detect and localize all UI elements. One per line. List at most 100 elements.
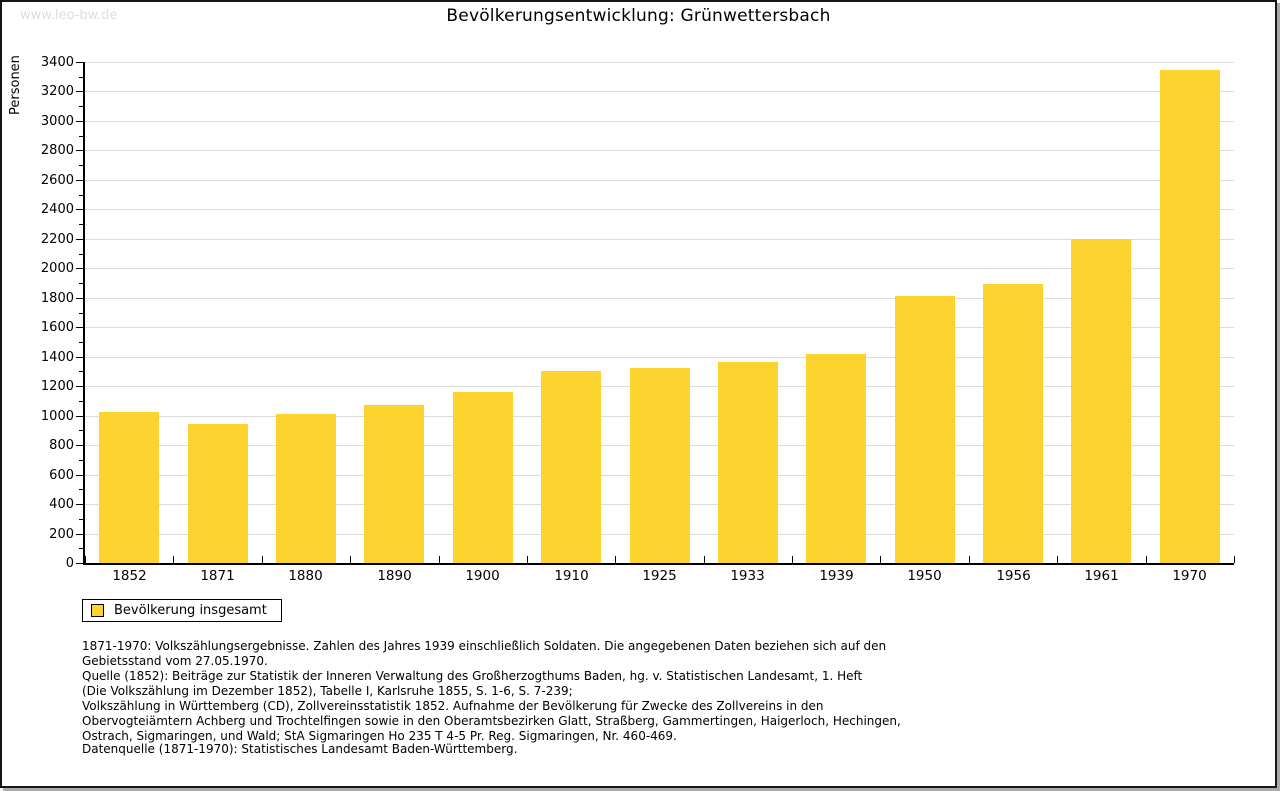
gridline-3400 — [85, 62, 1234, 63]
bar-1880 — [276, 414, 336, 563]
bar-1900 — [453, 392, 513, 563]
y-minor-tick-500 — [79, 489, 83, 490]
bar-1970 — [1160, 70, 1220, 563]
bar-1871 — [188, 424, 248, 563]
x-boundary-tick-8 — [792, 556, 793, 563]
x-tick-label-1939: 1939 — [819, 568, 854, 584]
gridline-1600 — [85, 327, 1234, 328]
y-tick-0 — [76, 563, 83, 564]
y-tick-label-200: 200 — [49, 527, 74, 542]
bar-1939 — [806, 354, 866, 563]
bar-1852 — [99, 412, 159, 563]
y-tick-label-2600: 2600 — [40, 173, 74, 188]
y-minor-tick-3300 — [79, 77, 83, 78]
gridline-2600 — [85, 180, 1234, 181]
y-minor-tick-2300 — [79, 224, 83, 225]
x-tick-label-1950: 1950 — [907, 568, 942, 584]
y-tick-label-2200: 2200 — [40, 232, 74, 247]
x-tick-label-1961: 1961 — [1084, 568, 1119, 584]
y-tick-label-400: 400 — [49, 497, 74, 512]
y-tick-label-1400: 1400 — [40, 350, 74, 365]
footnote-line-4: (Die Volkszählung im Dezember 1852), Tab… — [82, 684, 573, 698]
x-tick-label-1852: 1852 — [112, 568, 147, 584]
y-tick-2200 — [76, 239, 83, 240]
bar-1950 — [895, 296, 955, 563]
y-tick-1600 — [76, 327, 83, 328]
gridline-2400 — [85, 209, 1234, 210]
x-boundary-tick-11 — [1057, 556, 1058, 563]
y-minor-tick-1700 — [79, 313, 83, 314]
y-tick-3400 — [76, 62, 83, 63]
leo-bw-watermark: www.leo-bw.de — [20, 8, 118, 23]
y-tick-label-1600: 1600 — [40, 320, 74, 335]
y-tick-2400 — [76, 209, 83, 210]
x-boundary-tick-6 — [615, 556, 616, 563]
y-tick-label-0: 0 — [65, 556, 74, 571]
x-boundary-tick-1 — [173, 556, 174, 563]
x-tick-label-1970: 1970 — [1172, 568, 1207, 584]
bar-1956 — [983, 284, 1043, 563]
y-tick-1200 — [76, 386, 83, 387]
chart-title: Bevölkerungsentwicklung: Grünwettersbach — [446, 6, 831, 26]
gridline-2000 — [85, 268, 1234, 269]
y-tick-1000 — [76, 416, 83, 417]
y-tick-2800 — [76, 150, 83, 151]
bar-1961 — [1071, 239, 1131, 563]
legend-swatch-icon — [91, 604, 104, 617]
x-boundary-tick-7 — [704, 556, 705, 563]
x-tick-label-1900: 1900 — [465, 568, 500, 584]
y-minor-tick-2900 — [79, 136, 83, 137]
y-tick-label-3400: 3400 — [40, 55, 74, 70]
y-minor-tick-2500 — [79, 195, 83, 196]
x-boundary-tick-13 — [1234, 556, 1235, 563]
x-tick-label-1880: 1880 — [288, 568, 323, 584]
legend-box: Bevölkerung insgesamt — [82, 599, 282, 622]
y-tick-200 — [76, 534, 83, 535]
datasource-note: Datenquelle (1871-1970): Statistisches L… — [82, 742, 518, 756]
y-minor-tick-700 — [79, 460, 83, 461]
y-tick-label-600: 600 — [49, 468, 74, 483]
y-tick-2600 — [76, 180, 83, 181]
x-tick-label-1871: 1871 — [200, 568, 235, 584]
y-tick-label-1800: 1800 — [40, 291, 74, 306]
footnote-line-6: Obervogteiämtern Achberg und Trochtelfin… — [82, 714, 901, 728]
y-axis-line — [83, 62, 85, 565]
y-tick-label-1200: 1200 — [40, 379, 74, 394]
y-tick-3200 — [76, 91, 83, 92]
x-boundary-tick-0 — [85, 556, 86, 563]
y-minor-tick-1100 — [79, 401, 83, 402]
y-tick-label-3000: 3000 — [40, 114, 74, 129]
bar-1925 — [630, 368, 690, 563]
y-minor-tick-900 — [79, 430, 83, 431]
legend-label: Bevölkerung insgesamt — [114, 603, 267, 618]
y-tick-3000 — [76, 121, 83, 122]
footnote-line-3: Quelle (1852): Beiträge zur Statistik de… — [82, 669, 863, 683]
footnote-line-7: Ostrach, Sigmaringen, und Wald; StA Sigm… — [82, 729, 677, 743]
y-minor-tick-100 — [79, 548, 83, 549]
y-tick-400 — [76, 504, 83, 505]
y-tick-800 — [76, 445, 83, 446]
y-tick-2000 — [76, 268, 83, 269]
bar-1910 — [541, 371, 601, 563]
y-minor-tick-300 — [79, 519, 83, 520]
x-tick-label-1925: 1925 — [642, 568, 677, 584]
y-minor-tick-3100 — [79, 106, 83, 107]
x-boundary-tick-3 — [350, 556, 351, 563]
gridline-1800 — [85, 298, 1234, 299]
y-tick-600 — [76, 475, 83, 476]
x-tick-label-1956: 1956 — [996, 568, 1031, 584]
gridline-2200 — [85, 239, 1234, 240]
gridline-1400 — [85, 357, 1234, 358]
y-minor-tick-2100 — [79, 254, 83, 255]
bar-1890 — [364, 405, 424, 563]
y-minor-tick-1900 — [79, 283, 83, 284]
y-tick-label-2400: 2400 — [40, 202, 74, 217]
x-tick-label-1933: 1933 — [730, 568, 765, 584]
footnote-line-5: Volkszählung in Württemberg (CD), Zollve… — [82, 699, 824, 713]
footnote-line-2: Gebietsstand vom 27.05.1970. — [82, 654, 268, 668]
gridline-3000 — [85, 121, 1234, 122]
x-tick-label-1890: 1890 — [377, 568, 412, 584]
x-axis-line — [83, 563, 1234, 565]
y-axis-label: Personen — [8, 55, 23, 115]
